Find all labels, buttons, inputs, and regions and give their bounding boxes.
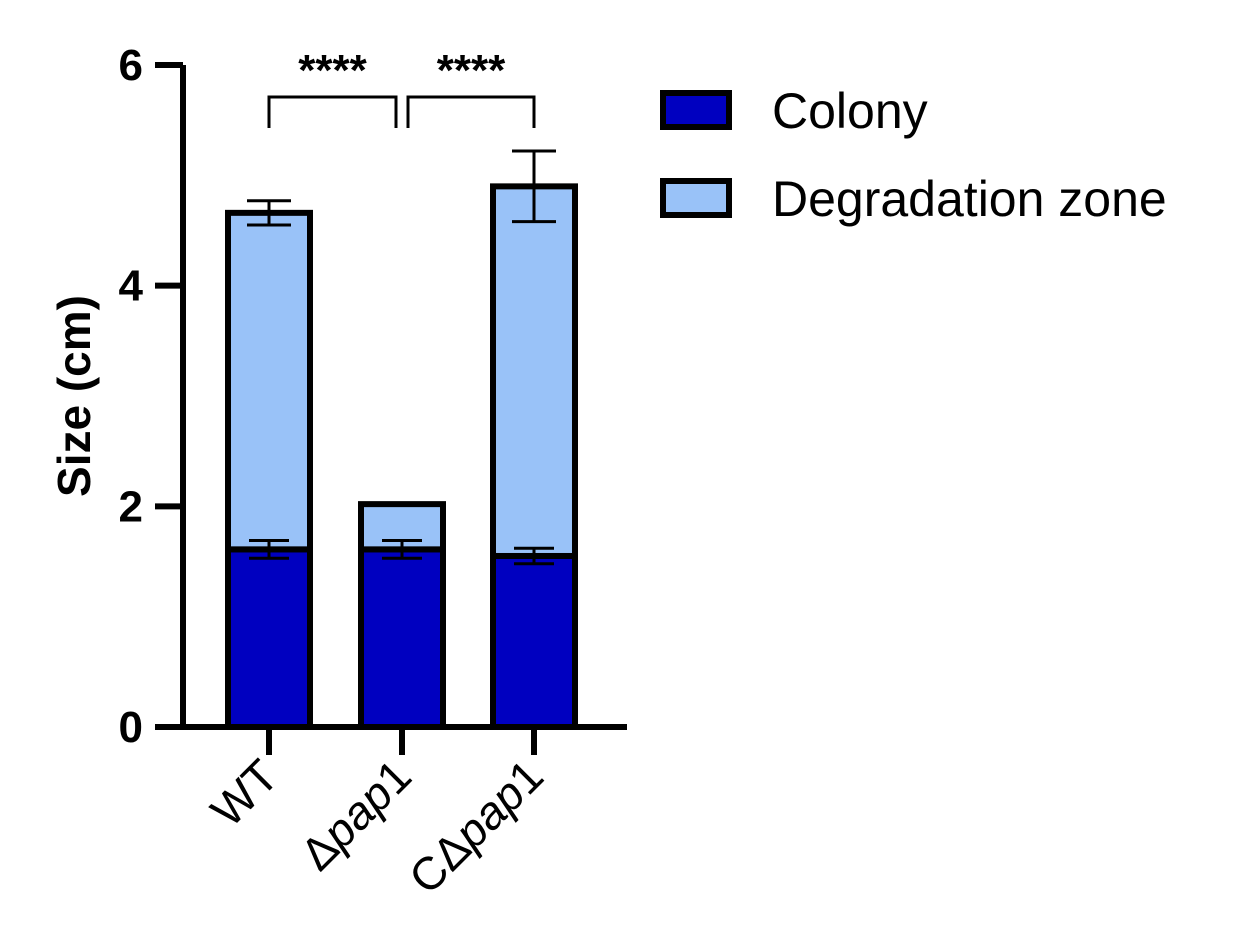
x-tick-label-1: WT bbox=[201, 749, 288, 836]
y-tick-label-4: 4 bbox=[119, 262, 144, 311]
significance-bracket-2 bbox=[406, 95, 536, 128]
x-tick-label-3: CΔpap1 bbox=[399, 749, 553, 903]
y-tick-label-2: 2 bbox=[119, 482, 143, 531]
significance-label-2: **** bbox=[437, 46, 506, 95]
x-tick-label-2: Δpap1 bbox=[290, 749, 421, 880]
y-tick-label-6: 6 bbox=[119, 41, 143, 90]
y-tick-label-0: 0 bbox=[119, 703, 143, 752]
significance-label-1: **** bbox=[298, 46, 367, 95]
y-axis-label: Size (cm) bbox=[48, 295, 100, 497]
bar-colony-3 bbox=[490, 552, 578, 730]
legend-label-1: Colony bbox=[772, 83, 928, 139]
bar-colony-1 bbox=[225, 546, 313, 731]
bar-degradation-zone-3 bbox=[490, 183, 578, 559]
bar-colony-2 bbox=[358, 546, 446, 731]
legend-swatch-1 bbox=[660, 90, 732, 130]
significance-bracket-1 bbox=[267, 95, 398, 128]
legend-label-2: Degradation zone bbox=[772, 171, 1167, 227]
legend-swatch-2 bbox=[660, 178, 732, 218]
bar-degradation-zone-1 bbox=[225, 209, 313, 553]
